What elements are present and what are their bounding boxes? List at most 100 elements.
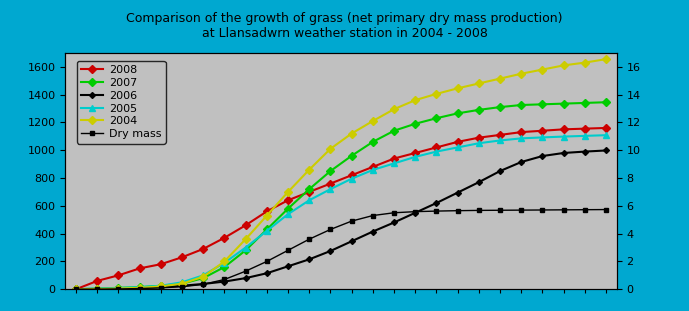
2006 xyxy=(390,220,398,224)
2007 xyxy=(156,284,165,288)
2008 xyxy=(581,127,589,131)
2005 xyxy=(369,168,377,172)
2007 xyxy=(327,169,335,173)
2006 xyxy=(72,287,80,291)
2005 xyxy=(496,139,504,142)
2008 xyxy=(156,262,165,266)
2006 xyxy=(284,264,292,268)
2007 xyxy=(517,103,526,107)
2004 xyxy=(178,282,186,285)
Dry mass xyxy=(496,208,504,212)
2006 xyxy=(432,201,440,205)
2005 xyxy=(411,155,420,159)
2004 xyxy=(136,286,144,290)
2006 xyxy=(538,154,546,158)
Dry mass xyxy=(411,210,420,214)
2004 xyxy=(390,107,398,111)
2004 xyxy=(602,57,610,61)
Y-axis label: tonnes DM ¹ per hectare per year: tonnes DM ¹ per hectare per year xyxy=(645,89,655,253)
2007 xyxy=(284,207,292,211)
2005 xyxy=(263,229,271,233)
2006 xyxy=(475,180,483,184)
2007 xyxy=(242,248,250,252)
2006 xyxy=(305,258,313,261)
2005 xyxy=(284,212,292,216)
Dry mass xyxy=(93,287,101,291)
2004 xyxy=(156,285,165,288)
2005 xyxy=(538,136,546,139)
2007 xyxy=(602,100,610,104)
Legend: 2008, 2007, 2006, 2005, 2004, Dry mass: 2008, 2007, 2006, 2005, 2004, Dry mass xyxy=(76,61,165,144)
2006 xyxy=(496,169,504,173)
2008 xyxy=(220,236,229,240)
2004 xyxy=(72,287,80,291)
2008 xyxy=(327,182,335,185)
2005 xyxy=(220,261,229,265)
2007 xyxy=(369,140,377,144)
2005 xyxy=(305,198,313,202)
Dry mass xyxy=(390,211,398,215)
2007 xyxy=(559,102,568,105)
2004 xyxy=(199,275,207,279)
2006 xyxy=(242,276,250,280)
Dry mass xyxy=(136,287,144,290)
2007 xyxy=(496,105,504,109)
Line: 2008: 2008 xyxy=(73,125,609,292)
Dry mass xyxy=(72,287,80,291)
2008 xyxy=(178,255,186,259)
2007 xyxy=(453,111,462,115)
2008 xyxy=(242,223,250,227)
2004 xyxy=(411,98,420,102)
2005 xyxy=(453,146,462,149)
2007 xyxy=(581,101,589,105)
2005 xyxy=(581,134,589,138)
2005 xyxy=(602,133,610,137)
2008 xyxy=(263,210,271,213)
2005 xyxy=(475,142,483,145)
2005 xyxy=(327,187,335,191)
2007 xyxy=(199,276,207,280)
Line: 2006: 2006 xyxy=(74,148,608,291)
2007 xyxy=(72,287,80,291)
2006 xyxy=(559,151,568,155)
Line: Dry mass: Dry mass xyxy=(74,207,608,291)
2008 xyxy=(432,146,440,149)
Dry mass xyxy=(347,219,356,223)
2007 xyxy=(411,122,420,126)
2005 xyxy=(432,150,440,153)
2005 xyxy=(559,135,568,138)
2004 xyxy=(114,287,123,290)
Line: 2004: 2004 xyxy=(73,56,609,292)
2006 xyxy=(220,280,229,283)
2006 xyxy=(178,284,186,288)
2007 xyxy=(305,187,313,191)
2008 xyxy=(305,190,313,194)
2008 xyxy=(136,267,144,270)
Dry mass xyxy=(602,208,610,211)
2005 xyxy=(156,284,165,288)
Dry mass xyxy=(284,248,292,252)
2005 xyxy=(347,177,356,181)
2007 xyxy=(136,285,144,289)
2008 xyxy=(453,140,462,144)
Dry mass xyxy=(178,285,186,289)
2006 xyxy=(93,287,101,291)
2004 xyxy=(220,260,229,263)
Dry mass xyxy=(581,208,589,211)
Text: Comparison of the growth of grass (net primary dry mass production)
at Llansadwr: Comparison of the growth of grass (net p… xyxy=(126,12,563,40)
2004 xyxy=(284,190,292,194)
2008 xyxy=(199,247,207,251)
2004 xyxy=(347,132,356,135)
2006 xyxy=(411,211,420,215)
Dry mass xyxy=(517,208,526,212)
2004 xyxy=(581,61,589,64)
Dry mass xyxy=(114,287,123,291)
2007 xyxy=(475,108,483,112)
2004 xyxy=(263,214,271,217)
2005 xyxy=(136,285,144,289)
Dry mass xyxy=(199,282,207,286)
2007 xyxy=(347,154,356,158)
2006 xyxy=(263,272,271,275)
2006 xyxy=(327,249,335,253)
Dry mass xyxy=(432,209,440,213)
